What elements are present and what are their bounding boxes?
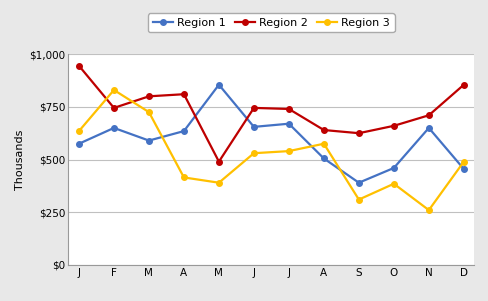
Region 3 [146, 110, 152, 114]
Region 1 [181, 129, 186, 133]
Region 1 [216, 83, 222, 87]
Line: Region 1: Region 1 [76, 82, 466, 185]
Region 1 [146, 139, 152, 142]
Region 1 [250, 125, 256, 129]
Region 1 [76, 142, 81, 145]
Region 1 [460, 167, 466, 171]
Region 1 [111, 126, 117, 130]
Legend: Region 1, Region 2, Region 3: Region 1, Region 2, Region 3 [148, 13, 394, 33]
Region 2 [425, 113, 431, 117]
Region 3 [216, 181, 222, 185]
Region 3 [111, 88, 117, 92]
Region 2 [320, 128, 326, 132]
Region 1 [390, 166, 396, 170]
Region 3 [181, 176, 186, 179]
Region 2 [216, 160, 222, 163]
Region 2 [181, 92, 186, 96]
Region 2 [146, 95, 152, 98]
Region 2 [355, 131, 361, 135]
Region 3 [285, 149, 291, 153]
Region 3 [76, 129, 81, 133]
Region 3 [425, 208, 431, 212]
Region 1 [355, 181, 361, 185]
Region 3 [355, 198, 361, 201]
Region 3 [250, 151, 256, 155]
Region 3 [460, 160, 466, 163]
Region 1 [425, 126, 431, 130]
Region 3 [320, 142, 326, 145]
Region 2 [390, 124, 396, 128]
Region 2 [285, 107, 291, 111]
Region 1 [285, 122, 291, 126]
Y-axis label: Thousands: Thousands [15, 129, 25, 190]
Region 3 [390, 182, 396, 185]
Region 2 [250, 106, 256, 110]
Region 2 [111, 106, 117, 110]
Line: Region 3: Region 3 [76, 87, 466, 213]
Region 2 [460, 83, 466, 87]
Line: Region 2: Region 2 [76, 63, 466, 164]
Region 1 [320, 157, 326, 160]
Region 2 [76, 64, 81, 67]
